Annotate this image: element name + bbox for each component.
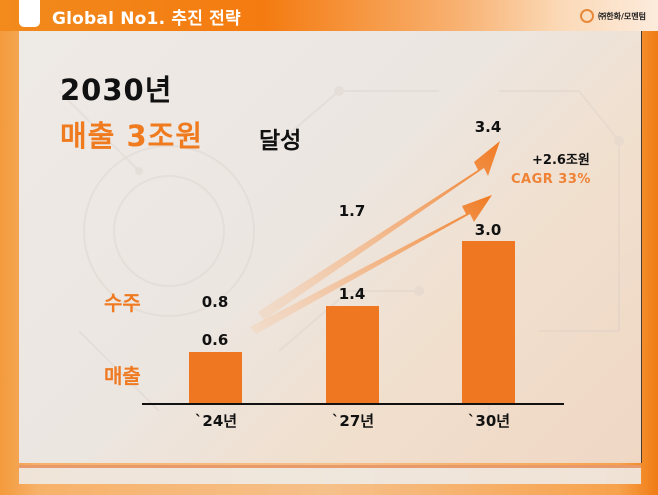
- headline-suffix: 달성: [259, 128, 302, 154]
- header-bar: Global No1. 추진 전략 ㈜한화/모멘텀: [0, 0, 658, 31]
- sales-value-2024: 0.6: [201, 331, 229, 349]
- orders-value-2030: 3.4: [474, 118, 502, 136]
- x-label-2024: `24년: [194, 412, 238, 430]
- bar-sales-2027: [326, 306, 379, 403]
- page-title: Global No1. 추진 전략: [52, 9, 241, 29]
- company-name: ㈜한화/모멘텀: [598, 11, 646, 21]
- logo-ring-icon: [580, 9, 595, 23]
- orders-value-2027: 1.7: [338, 202, 366, 220]
- sales-value-2030: 3.0: [474, 221, 502, 239]
- orders-value-2024: 0.8: [201, 293, 229, 311]
- bar-sales-2030: [462, 241, 515, 403]
- bar-sales-2024: [189, 352, 242, 403]
- legend-orders: 수주: [104, 291, 141, 315]
- footer-strip: [19, 468, 641, 484]
- headline-highlight: 매출 3조원: [60, 119, 203, 153]
- company-logo: ㈜한화/모멘텀: [580, 9, 646, 23]
- x-label-2030: `30년: [467, 412, 511, 430]
- headline-year: 2030년: [60, 73, 173, 107]
- header-tab-marker: [19, 0, 40, 27]
- increase-annotation: +2.6조원: [532, 153, 590, 168]
- footer-divider: [19, 465, 641, 468]
- sales-value-2027: 1.4: [338, 285, 366, 303]
- x-label-2027: `27년: [331, 412, 375, 430]
- legend-sales: 매출: [104, 364, 141, 388]
- x-axis-line: [142, 403, 564, 405]
- cagr-annotation: CAGR 33%: [511, 172, 591, 187]
